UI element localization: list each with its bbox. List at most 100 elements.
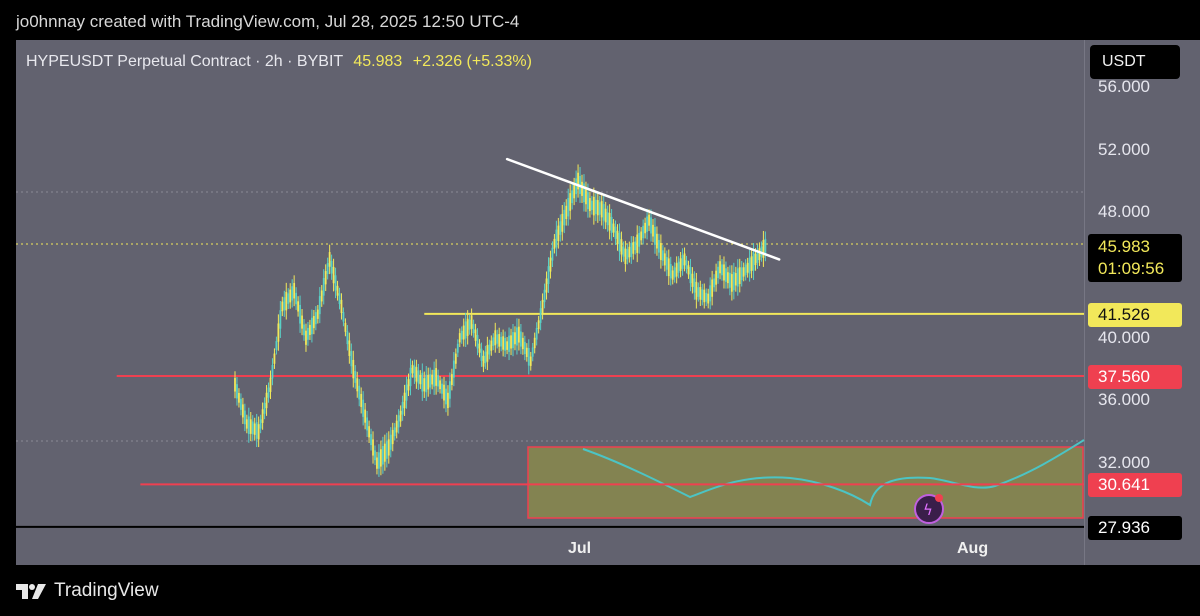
candle-body <box>336 285 339 296</box>
candle-body <box>762 239 765 258</box>
candle-body <box>472 324 475 334</box>
last-price: 45.983 <box>353 53 403 70</box>
candle-body <box>537 320 540 330</box>
candle-body <box>616 230 619 245</box>
candle-body <box>606 212 609 226</box>
candle-body <box>539 308 542 323</box>
candle-body <box>486 345 489 362</box>
candle-body <box>665 256 668 270</box>
level-price-tag: 41.526 <box>1088 302 1182 327</box>
y-tick-label: 40.000 <box>1098 327 1150 347</box>
candle-body <box>265 392 268 409</box>
candle-body <box>409 367 412 387</box>
candle-body <box>449 381 451 399</box>
candle-body <box>490 340 493 351</box>
candle-body <box>502 336 505 350</box>
candle-body <box>604 208 607 223</box>
candle-body <box>297 301 299 312</box>
candle-body <box>656 233 658 249</box>
candle-body <box>715 270 717 285</box>
candle-body <box>316 309 319 319</box>
candle-body <box>549 257 552 272</box>
demand-zone[interactable] <box>527 446 1084 519</box>
candle-body <box>573 184 576 199</box>
candle-body <box>553 238 556 249</box>
candle-body <box>496 334 499 344</box>
candle-series[interactable] <box>234 164 767 477</box>
resistance-trendline[interactable] <box>505 157 781 261</box>
candle-body <box>654 226 656 245</box>
candle-body <box>241 404 244 418</box>
candle-body <box>738 267 741 284</box>
candle-body <box>494 330 497 346</box>
candle-body <box>723 264 725 281</box>
candle-body <box>721 264 723 276</box>
candle-body <box>470 315 473 329</box>
candle-body <box>273 353 276 364</box>
candle-body <box>628 246 631 258</box>
candle-body <box>445 388 447 405</box>
candle-body <box>596 200 599 216</box>
candle-body <box>330 260 333 274</box>
candle-body <box>456 343 459 353</box>
lightning-badge[interactable] <box>914 494 944 524</box>
candle-body <box>589 198 591 212</box>
candle-body <box>525 347 528 358</box>
candle-body <box>462 325 465 340</box>
candle-body <box>742 267 745 277</box>
candle-body <box>378 452 380 469</box>
candle-body <box>381 446 384 465</box>
candle-body <box>614 226 617 239</box>
candle-body <box>234 378 236 392</box>
candle-body <box>719 261 721 274</box>
candle-body <box>433 369 436 387</box>
currency-button[interactable]: USDT <box>1090 45 1180 79</box>
candle-body <box>271 364 274 379</box>
candle-body <box>251 421 254 435</box>
candle-body <box>557 225 560 241</box>
y-tick-label: 48.000 <box>1098 202 1150 222</box>
candle-body <box>523 341 526 355</box>
candle-body <box>661 250 664 261</box>
y-tick-label: 32.000 <box>1098 453 1150 473</box>
candle-body <box>663 253 666 266</box>
candle-body <box>344 322 347 332</box>
candle-body <box>380 449 382 467</box>
candle-body <box>563 209 566 226</box>
candle-body <box>480 348 483 361</box>
candle-body <box>439 380 441 390</box>
x-tick-aug: Aug <box>957 540 989 557</box>
candle-body <box>602 204 605 221</box>
candle-body <box>338 293 341 304</box>
lightning-icon: ϟ <box>923 501 933 519</box>
candle-body <box>707 293 710 304</box>
candle-body <box>699 287 702 300</box>
candle-body <box>594 199 597 215</box>
candle-body <box>305 330 307 345</box>
candle-body <box>575 178 577 195</box>
candle-body <box>413 365 416 378</box>
candle-body <box>736 268 739 287</box>
candle-body <box>458 333 461 343</box>
candle-body <box>443 384 445 401</box>
candle-body <box>691 273 694 287</box>
candle-body <box>717 266 719 279</box>
tradingview-brand[interactable]: TradingView <box>16 580 159 602</box>
candle-body <box>640 231 643 241</box>
candle-body <box>529 356 532 366</box>
candle-body <box>734 273 737 286</box>
candle-body <box>267 387 270 398</box>
candle-body <box>383 443 386 462</box>
candle-body <box>478 343 481 353</box>
candle-body <box>240 398 242 410</box>
candle-body <box>521 337 524 350</box>
candle-body <box>259 419 262 429</box>
candle-body <box>498 334 501 347</box>
candle-body <box>504 337 507 351</box>
candle-body <box>293 283 296 299</box>
symbol-legend[interactable]: HYPEUSDT Perpetual Contract · 2h · BYBIT… <box>26 53 532 71</box>
candle-body <box>518 326 520 343</box>
candle-body <box>569 193 572 211</box>
candle-body <box>245 419 248 429</box>
